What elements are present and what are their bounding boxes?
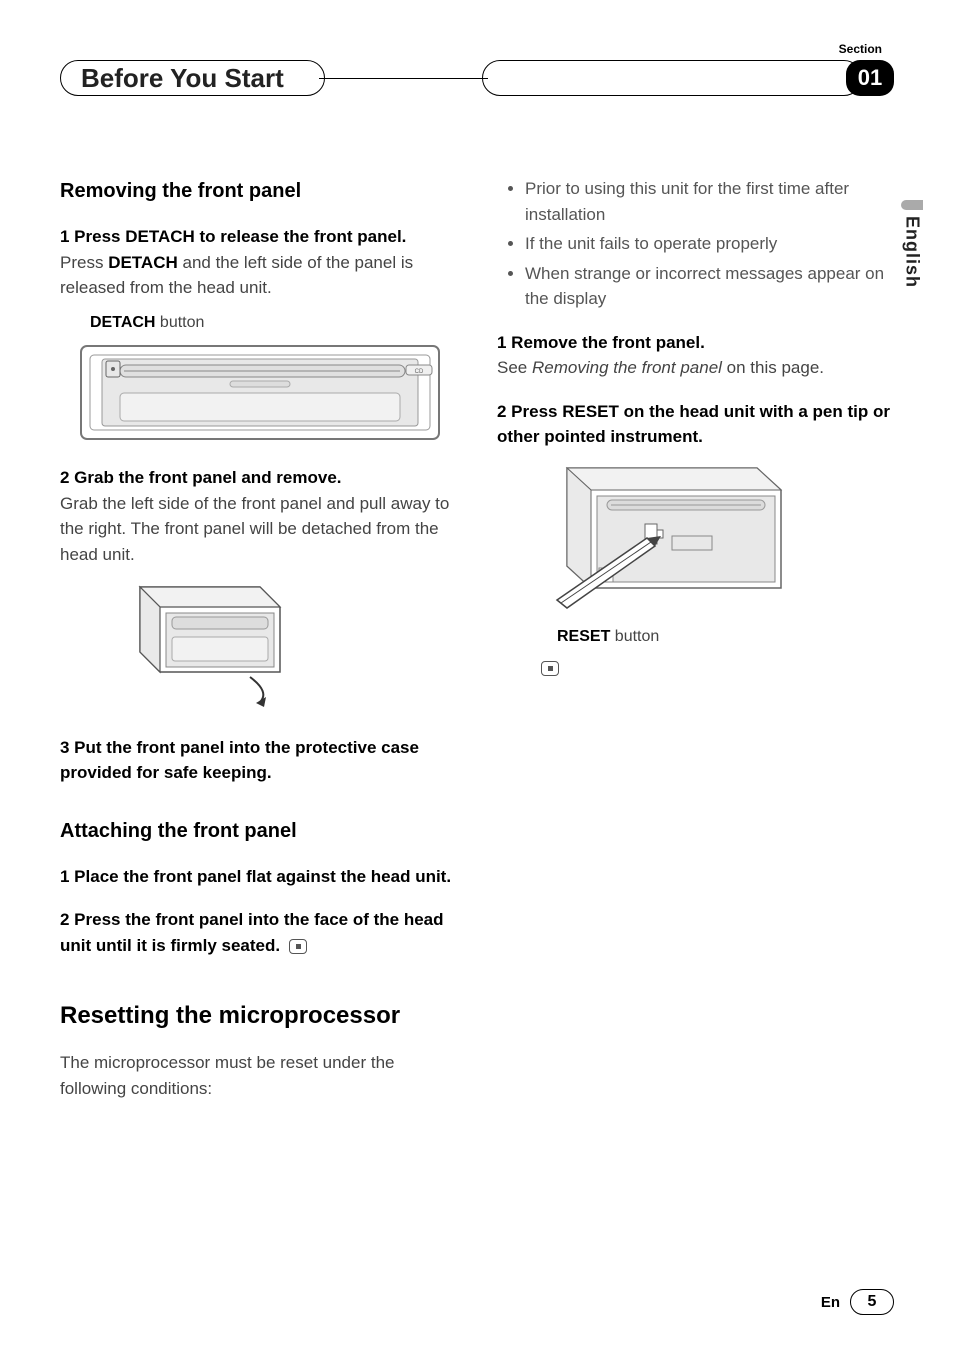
language-tab-pill <box>901 200 923 210</box>
section-number-badge: 01 <box>846 60 894 96</box>
list-item: When strange or incorrect messages appea… <box>525 261 894 312</box>
page-header: Before You Start 01 <box>60 60 894 96</box>
remove-step1-title: 1 Press DETACH to release the front pane… <box>60 224 457 250</box>
footer-lang: En <box>821 1294 840 1311</box>
left-column: Removing the front panel 1 Press DETACH … <box>60 176 457 1101</box>
reset-step1-title: 1 Remove the front panel. <box>497 330 894 356</box>
section-label: Section <box>839 42 882 56</box>
page-number: 5 <box>850 1289 894 1315</box>
text-italic: Removing the front panel <box>532 358 722 377</box>
language-tab: English <box>900 200 924 288</box>
footer: En 5 <box>821 1289 894 1315</box>
text-bold: RESET <box>557 628 610 645</box>
list-item: If the unit fails to operate properly <box>525 231 894 257</box>
end-icon <box>541 661 559 676</box>
text-bold: DETACH <box>90 314 155 331</box>
reset-conditions-list: Prior to using this unit for the first t… <box>497 176 894 312</box>
page-title: Before You Start <box>81 63 284 94</box>
remove-step2-body: Grab the left side of the front panel an… <box>60 491 457 568</box>
attach-step2: 2 Press the front panel into the face of… <box>60 907 457 958</box>
svg-text:CD: CD <box>415 369 424 375</box>
remove-step2-title: 2 Grab the front panel and remove. <box>60 465 457 491</box>
text: Press <box>60 253 108 272</box>
text-bold: DETACH <box>108 253 178 272</box>
remove-step3-title: 3 Put the front panel into the protectiv… <box>60 735 457 786</box>
heading-resetting: Resetting the microprocessor <box>60 998 457 1034</box>
right-column: Prior to using this unit for the first t… <box>497 176 894 1101</box>
attach-step1: 1 Place the front panel flat against the… <box>60 864 457 890</box>
remove-step1-body: Press DETACH and the left side of the pa… <box>60 250 457 301</box>
resetting-intro: The microprocessor must be reset under t… <box>60 1050 457 1101</box>
reset-illustration <box>537 460 894 618</box>
end-icon-wrap <box>537 655 894 681</box>
heading-attaching: Attaching the front panel <box>60 816 457 846</box>
text: button <box>610 628 659 645</box>
title-pill: Before You Start <box>60 60 325 96</box>
text: on this page. <box>722 358 824 377</box>
text: See <box>497 358 532 377</box>
reset-step1-body: See Removing the front panel on this pag… <box>497 355 894 381</box>
text: button <box>155 314 204 331</box>
language-label: English <box>902 216 923 288</box>
remove-panel-illustration <box>100 577 457 715</box>
detach-panel-illustration: CD <box>80 345 457 448</box>
detach-caption: DETACH button <box>90 311 457 335</box>
list-item: Prior to using this unit for the first t… <box>525 176 894 227</box>
header-line-1 <box>319 78 488 79</box>
empty-pill <box>482 60 862 96</box>
reset-caption: RESET button <box>557 625 894 649</box>
reset-step2-title: 2 Press RESET on the head unit with a pe… <box>497 399 894 450</box>
text: 2 Press the front panel into the face of… <box>60 910 444 955</box>
heading-removing: Removing the front panel <box>60 176 457 206</box>
end-icon <box>289 939 307 954</box>
